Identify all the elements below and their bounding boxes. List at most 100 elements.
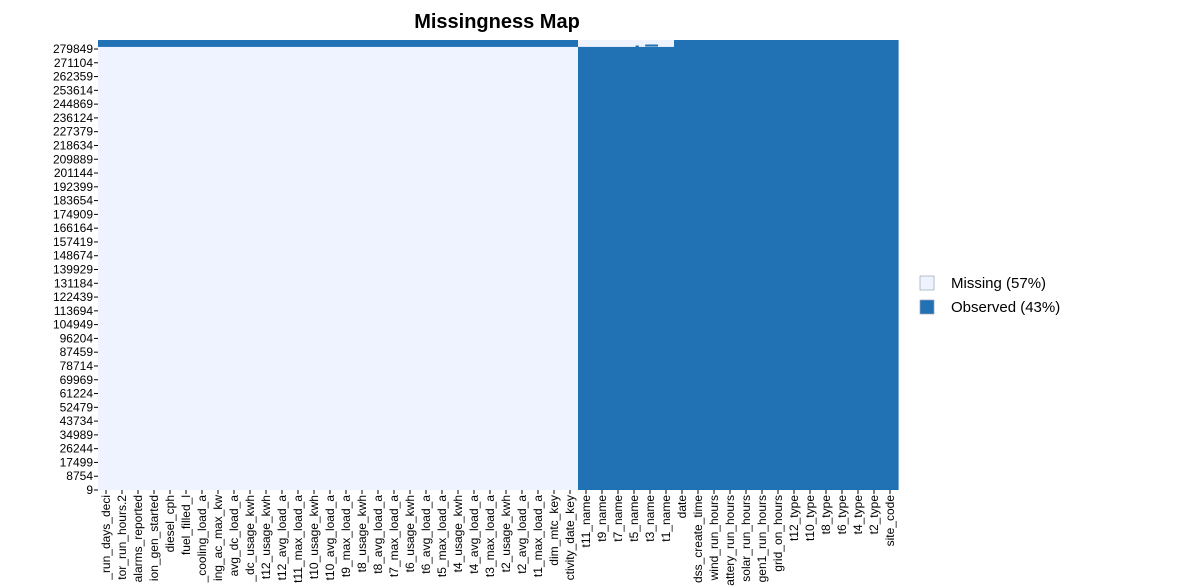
x-tick-label: t8_type — [819, 495, 833, 535]
x-tick-label: fuel_filled_l — [179, 495, 193, 555]
missing-segment-22-0 — [450, 46, 467, 490]
y-tick-label: 131184 — [54, 276, 93, 290]
y-tick-label: 183654 — [53, 194, 93, 208]
missing-segment-12-0 — [290, 46, 307, 490]
x-axis: _run_days_deci tor_run_hours.2 alarms_repo… — [99, 490, 897, 586]
missing-segment-9-0 — [242, 46, 259, 490]
y-tick-label: 174909 — [53, 207, 93, 221]
missing-segment-1-0 — [114, 46, 131, 490]
x-tick-label: avg_dc_load_a — [227, 495, 241, 577]
x-tick-label: t5_max_load_a — [435, 495, 449, 577]
x-tick-label: _dc_usage_kwh — [243, 495, 257, 583]
x-tick-label: date — [675, 495, 689, 519]
missing-segment-24-0 — [482, 46, 499, 490]
legend-swatch-missing — [919, 275, 935, 291]
y-tick-label: 209889 — [53, 152, 93, 166]
observed-column-46 — [834, 40, 851, 490]
x-tick-label: attery_run_hours — [723, 495, 737, 586]
missing-segment-8-0 — [226, 46, 243, 490]
missing-segment-32-0 — [610, 40, 627, 47]
y-tick-label: 69969 — [60, 373, 94, 387]
y-tick-label: 52479 — [60, 400, 94, 414]
x-tick-label: _cooling_load_a — [195, 495, 209, 584]
missing-segment-15-0 — [338, 46, 355, 490]
y-tick-label: 43734 — [60, 414, 94, 428]
missing-segment-30-0 — [578, 40, 595, 47]
y-tick-label: 87459 — [60, 345, 94, 359]
y-tick-label: 157419 — [53, 235, 93, 249]
observed-column-34 — [642, 40, 659, 490]
x-tick-label: t6_avg_load_a — [419, 495, 433, 574]
x-tick-label: diesel_cph — [163, 495, 177, 552]
y-tick-label: 148674 — [53, 249, 93, 263]
x-tick-label: solar_run_hours — [739, 495, 753, 582]
observed-column-47 — [850, 40, 867, 490]
missing-segment-10-0 — [258, 46, 275, 490]
y-tick-label: 104949 — [53, 318, 93, 332]
observed-column-42 — [770, 40, 787, 490]
x-tick-label: ctivity_date_key — [563, 495, 577, 580]
x-tick-label: t6_type — [835, 495, 849, 535]
missing-segment-18-0 — [386, 46, 403, 490]
y-tick-label: 166164 — [53, 221, 93, 235]
y-tick-label: 236124 — [53, 111, 93, 125]
y-tick-label: 113694 — [54, 304, 93, 318]
missing-segment-28-0 — [546, 46, 563, 490]
x-tick-label: t10_avg_load_a — [323, 495, 337, 581]
observed-column-48 — [866, 40, 883, 490]
missing-segment-4-0 — [162, 46, 179, 490]
missing-segment-5-0 — [178, 46, 195, 490]
observed-streak-1 — [645, 44, 658, 47]
x-tick-label: t3_name — [643, 495, 657, 542]
y-tick-label: 271104 — [54, 56, 93, 70]
x-tick-label: t10_usage_kwh — [307, 495, 321, 579]
observed-column-49 — [882, 40, 899, 490]
legend-swatch-observed — [919, 299, 935, 315]
missing-segment-3-0 — [146, 46, 163, 490]
x-tick-label: t10_type — [803, 495, 817, 541]
x-tick-label: t8_avg_load_a — [371, 495, 385, 574]
x-tick-label: t4_type — [851, 495, 865, 535]
x-tick-label: t2_usage_kwh — [499, 495, 513, 572]
observed-column-33 — [626, 40, 643, 490]
y-tick-label: 253614 — [53, 83, 93, 97]
y-tick-label: 9 — [86, 483, 93, 497]
observed-column-44 — [802, 40, 819, 490]
missing-segment-35-0 — [658, 40, 675, 47]
missing-segment-26-0 — [514, 46, 531, 490]
missing-segment-27-0 — [530, 46, 547, 490]
missing-segment-16-0 — [354, 46, 371, 490]
missing-segment-2-0 — [130, 46, 147, 490]
x-tick-label: alarms_reported — [131, 495, 145, 582]
x-tick-label: t8_usage_kwh — [355, 495, 369, 572]
y-tick-label: 139929 — [53, 263, 93, 277]
x-tick-label: t9_max_load_a — [339, 495, 353, 577]
x-tick-label: t1_name — [659, 495, 673, 542]
y-axis: 2798492711042623592536142448692361242273… — [53, 42, 98, 497]
x-tick-label: tor_run_hours.2 — [115, 495, 129, 580]
legend: Missing (57%) Observed (43%) — [919, 275, 1060, 316]
y-tick-label: 17499 — [60, 455, 94, 469]
x-tick-label: wind_run_hours — [707, 495, 721, 581]
x-tick-label: t7_max_load_a — [387, 495, 401, 577]
observed-column-36 — [674, 40, 691, 490]
x-tick-label: t4_usage_kwh — [451, 495, 465, 572]
x-tick-label: _run_days_deci — [99, 495, 113, 581]
y-tick-label: 78714 — [60, 359, 94, 373]
x-tick-label: gen1_run_hours — [755, 495, 769, 582]
x-tick-label: grid_on_hours — [771, 495, 785, 572]
legend-label-observed: Observed (43%) — [951, 299, 1060, 316]
observed-column-43 — [786, 40, 803, 490]
x-tick-label: site_code — [883, 495, 897, 547]
y-tick-label: 192399 — [53, 180, 93, 194]
x-tick-label: t4_avg_load_a — [467, 495, 481, 574]
x-tick-label: t12_usage_kwh — [259, 495, 273, 579]
missing-segment-31-0 — [594, 40, 611, 47]
missing-segment-29-0 — [562, 46, 579, 490]
x-tick-label: t9_name — [595, 495, 609, 542]
observed-column-37 — [690, 40, 707, 490]
y-tick-label: 279849 — [53, 42, 93, 56]
observed-column-31 — [594, 40, 611, 490]
x-tick-label: ion_gen_started — [147, 495, 161, 581]
x-tick-label: t11_max_load_a — [291, 495, 305, 583]
